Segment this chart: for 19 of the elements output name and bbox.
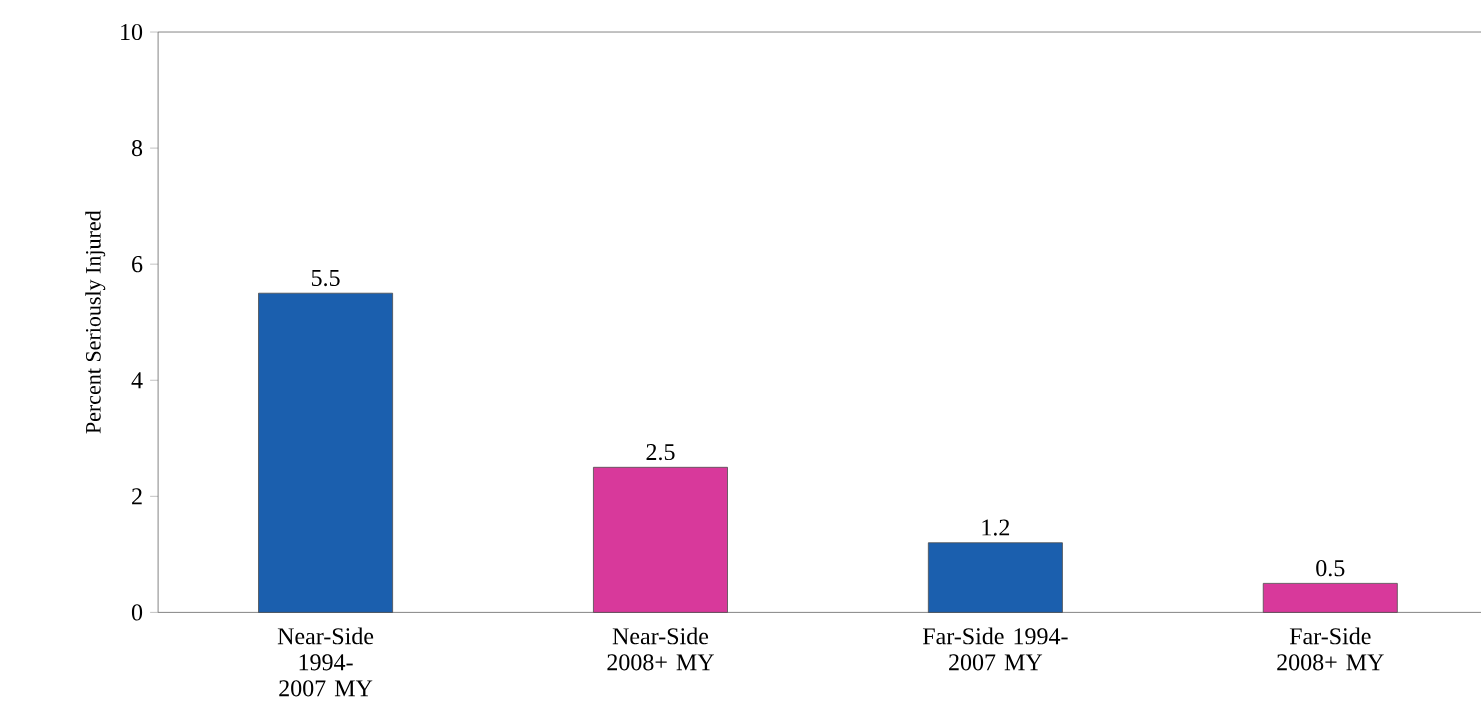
x-tick-label: Near-Side 2008+ MY (607, 627, 714, 671)
y-tick-label: 8 (131, 139, 143, 156)
x-tick-label: Far-Side 2008+ MY (1277, 627, 1384, 671)
bar (593, 466, 728, 613)
y-tick-label: 0 (131, 604, 143, 621)
y-tick-label: 6 (132, 255, 143, 272)
y-tick-label: 10 (121, 23, 143, 40)
x-tick-label: Far-Side 1994-2007 MY (922, 627, 1068, 671)
data-label: 1.2 (982, 519, 1010, 536)
data-label: 2.5 (646, 443, 675, 461)
bar (258, 292, 394, 613)
y-axis-title: Percent Seriously Injured (85, 210, 106, 434)
bar (1262, 582, 1398, 613)
bar (927, 542, 1063, 613)
data-label: 5.5 (311, 269, 340, 286)
y-tick-label: 4 (131, 372, 143, 388)
x-tick-label: Near-Side 1994-2007 MY (277, 627, 374, 697)
data-label: 0.5 (1316, 559, 1345, 577)
y-tick-label: 2 (132, 488, 142, 505)
